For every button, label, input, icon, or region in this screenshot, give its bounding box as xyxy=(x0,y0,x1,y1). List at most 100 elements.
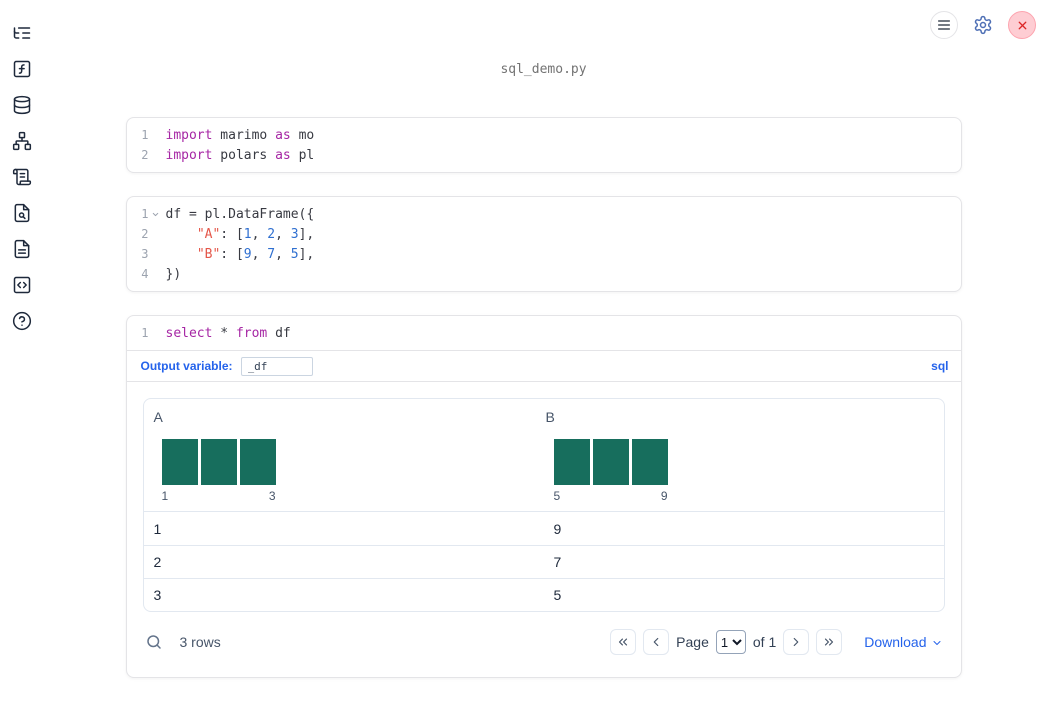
table-row: 1 9 xyxy=(144,512,944,545)
sql-options-bar: Output variable: sql xyxy=(127,351,961,381)
line-number: 2 xyxy=(141,227,149,241)
histogram-bar xyxy=(239,439,276,485)
sidebar-item-functions[interactable] xyxy=(11,59,33,79)
close-icon xyxy=(1018,21,1026,29)
table-search-button[interactable] xyxy=(145,633,163,651)
table-row: 2 7 xyxy=(143,545,944,578)
column-label: B xyxy=(545,409,555,425)
line-number: 1 xyxy=(141,326,149,340)
chevron-down-icon xyxy=(933,641,940,645)
chevrons-left-icon xyxy=(619,638,628,646)
helper-sidebar xyxy=(0,0,44,713)
gear-icon xyxy=(974,15,992,35)
histogram-ticks: 1 3 xyxy=(162,489,276,503)
histogram-ticks: 5 9 xyxy=(554,489,668,503)
fold-toggle[interactable] xyxy=(149,210,163,219)
code-line[interactable]: import marimo as mo xyxy=(165,127,315,143)
table-cell: 1 xyxy=(153,520,162,537)
topbar xyxy=(930,11,1036,39)
sidebar-item-datasources[interactable] xyxy=(11,95,33,115)
line-number: 3 xyxy=(141,247,149,261)
sidebar-item-logs[interactable] xyxy=(11,167,33,187)
file-tree-icon xyxy=(13,27,31,39)
file-text-icon xyxy=(14,239,30,259)
sidebar-item-snippets[interactable] xyxy=(11,203,33,223)
settings-button[interactable] xyxy=(969,11,997,39)
last-page-button[interactable] xyxy=(816,629,843,655)
notebook-main: sql_demo.py 1 import marimo as mo 2 import… xyxy=(44,0,1043,678)
sidebar-item-dependency-graph[interactable] xyxy=(11,131,33,151)
line-number: 1 xyxy=(141,207,149,221)
divider xyxy=(126,381,961,382)
column-header-b[interactable]: B 5 9 xyxy=(544,409,936,503)
code-line[interactable]: df = pl.DataFrame({ xyxy=(165,206,315,222)
sidebar-item-code[interactable] xyxy=(11,275,33,295)
dataframe-table: A 1 3 B xyxy=(142,398,945,612)
table-cell: 5 xyxy=(553,587,562,603)
sidebar-item-file-explorer[interactable] xyxy=(11,23,33,43)
line-number: 4 xyxy=(141,267,149,281)
code-editor[interactable]: 1 df = pl.DataFrame({ 2 "A": [1, 2, 3], 3… xyxy=(127,197,961,291)
tick-label: 9 xyxy=(660,489,668,503)
network-icon xyxy=(12,131,32,151)
code-cell-dataframe: 1 df = pl.DataFrame({ 2 "A": [1, 2, 3], 3… xyxy=(125,196,962,292)
table-cell: 9 xyxy=(553,520,562,537)
menu-button[interactable] xyxy=(930,11,958,39)
code-line[interactable]: import polars as pl xyxy=(165,147,315,163)
code-line[interactable]: select * from df xyxy=(165,325,291,341)
cell-output: A 1 3 B xyxy=(127,382,961,677)
line-number: 2 xyxy=(141,148,149,162)
histogram-bar xyxy=(631,439,668,485)
tick-label: 5 xyxy=(553,489,561,503)
table-footer: 3 rows Page 1 of 1 Download xyxy=(143,620,945,664)
first-page-button[interactable] xyxy=(610,629,637,655)
chevrons-right-icon xyxy=(825,638,834,646)
column-a-histogram xyxy=(161,439,544,485)
tick-label: 1 xyxy=(161,489,169,503)
histogram-bar xyxy=(592,439,629,485)
pagination: Page 1 of 1 Download xyxy=(610,629,942,655)
language-badge: sql xyxy=(931,359,949,373)
download-label: Download xyxy=(864,634,927,650)
function-icon xyxy=(13,60,31,78)
sidebar-item-help[interactable] xyxy=(11,311,33,331)
code-editor[interactable]: 1 import marimo as mo 2 import polars as p… xyxy=(127,118,961,172)
histogram-bar xyxy=(200,439,237,485)
table-header: A 1 3 B xyxy=(143,399,944,512)
chevron-left-icon xyxy=(653,637,659,647)
help-icon xyxy=(12,311,32,331)
close-button[interactable] xyxy=(1008,11,1036,39)
table-cell: 2 xyxy=(153,554,162,570)
line-number: 1 xyxy=(141,128,149,142)
sql-cell: 1 select * from df Output variable: sql A xyxy=(125,315,962,678)
chevron-right-icon xyxy=(793,637,799,647)
table-cell: 7 xyxy=(553,554,562,570)
prev-page-button[interactable] xyxy=(643,629,670,655)
code-square-icon xyxy=(13,276,31,294)
divider xyxy=(126,350,961,351)
download-button[interactable]: Download xyxy=(864,634,942,650)
search-icon xyxy=(146,635,161,649)
page-select[interactable]: 1 xyxy=(715,630,746,654)
row-count: 3 rows xyxy=(179,634,221,650)
code-line[interactable]: }) xyxy=(165,266,182,282)
histogram-bar xyxy=(553,439,590,485)
notebook-title[interactable]: sql_demo.py xyxy=(500,62,587,77)
database-icon xyxy=(13,95,31,115)
table-cell: 3 xyxy=(153,587,162,603)
output-variable-label: Output variable: xyxy=(140,359,233,373)
output-variable-input[interactable] xyxy=(240,356,313,376)
sidebar-item-documentation[interactable] xyxy=(11,239,33,259)
column-label: A xyxy=(153,409,163,425)
column-header-a[interactable]: A 1 3 xyxy=(152,409,544,503)
file-search-icon xyxy=(14,203,30,223)
code-line[interactable]: "B": [9, 7, 5], xyxy=(196,246,315,262)
scroll-icon xyxy=(12,168,32,186)
page-label: Page xyxy=(676,634,709,650)
code-cell-imports: 1 import marimo as mo 2 import polars as p… xyxy=(125,117,962,173)
sql-editor[interactable]: 1 select * from df xyxy=(127,316,961,350)
code-line[interactable]: "A": [1, 2, 3], xyxy=(196,226,315,242)
tick-label: 3 xyxy=(268,489,276,503)
table-row: 3 5 xyxy=(143,578,944,611)
next-page-button[interactable] xyxy=(783,629,810,655)
